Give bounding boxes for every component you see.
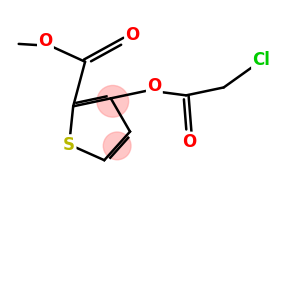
Text: Cl: Cl [252, 51, 270, 69]
Text: O: O [147, 77, 161, 95]
Text: O: O [38, 32, 52, 50]
Circle shape [97, 85, 129, 117]
Text: O: O [125, 26, 140, 44]
Circle shape [103, 132, 131, 160]
Text: S: S [63, 136, 75, 154]
Text: O: O [182, 133, 196, 151]
